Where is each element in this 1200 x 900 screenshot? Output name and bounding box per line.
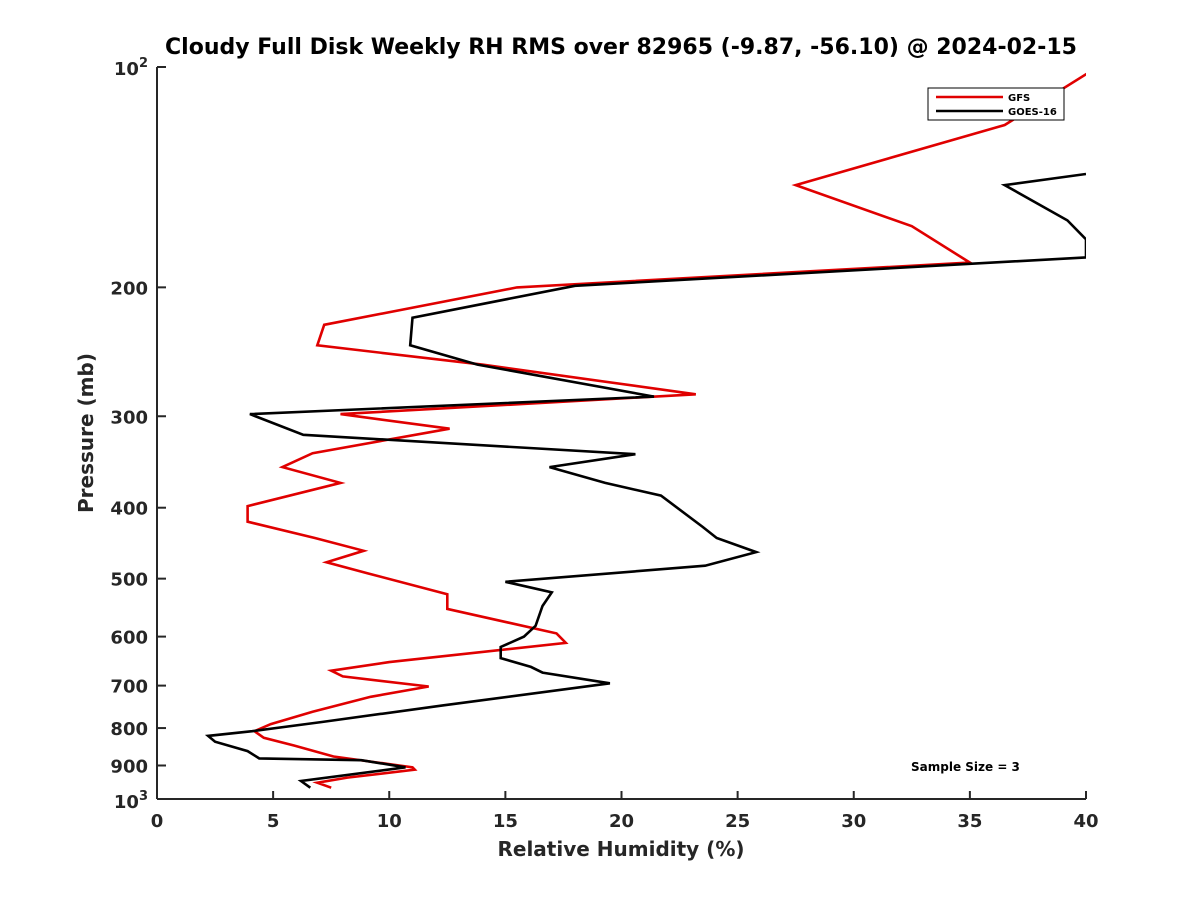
y-tick-label: 800 bbox=[110, 719, 148, 740]
x-axis-label: Relative Humidity (%) bbox=[497, 837, 744, 861]
y-tick-label-top: 102 bbox=[114, 56, 148, 80]
x-tick-label: 20 bbox=[609, 811, 634, 832]
x-tick-label: 0 bbox=[151, 811, 164, 832]
y-axis-label: Pressure (mb) bbox=[74, 353, 98, 513]
x-tick-label: 15 bbox=[493, 811, 518, 832]
series-layer bbox=[204, 72, 1086, 789]
x-tick-label: 35 bbox=[957, 811, 982, 832]
y-tick-label: 500 bbox=[110, 570, 148, 591]
x-tick-label: 5 bbox=[267, 811, 280, 832]
y-tick-label: 400 bbox=[110, 499, 148, 520]
plot-area bbox=[157, 67, 1086, 799]
legend-label-gfs: GFS bbox=[1008, 93, 1030, 104]
y-tick-label: 600 bbox=[110, 628, 148, 649]
chart-title: Cloudy Full Disk Weekly RH RMS over 8296… bbox=[165, 35, 1077, 60]
legend: GFS GOES-16 bbox=[927, 87, 1065, 121]
series-line-gfs bbox=[246, 72, 1086, 789]
y-tick-label: 300 bbox=[110, 407, 148, 428]
y-tick-label: 700 bbox=[110, 677, 148, 698]
sample-size-annotation: Sample Size = 3 bbox=[911, 760, 1020, 774]
x-tick-label: 10 bbox=[377, 811, 402, 832]
y-tick-label: 900 bbox=[110, 757, 148, 778]
axes-layer: 0 5 10 15 20 25 30 35 40 200 300 400 500 600 700 800 900 bbox=[110, 66, 1099, 832]
legend-label-goes-16: GOES-16 bbox=[1008, 107, 1057, 118]
x-tick-label: 25 bbox=[725, 811, 750, 832]
y-tick-label: 200 bbox=[110, 278, 148, 299]
y-tick-label-bottom: 103 bbox=[114, 789, 148, 813]
series-line-goes-16 bbox=[204, 172, 1086, 789]
x-tick-label: 30 bbox=[841, 811, 866, 832]
x-tick-label: 40 bbox=[1073, 811, 1098, 832]
legend-box bbox=[927, 87, 1065, 121]
